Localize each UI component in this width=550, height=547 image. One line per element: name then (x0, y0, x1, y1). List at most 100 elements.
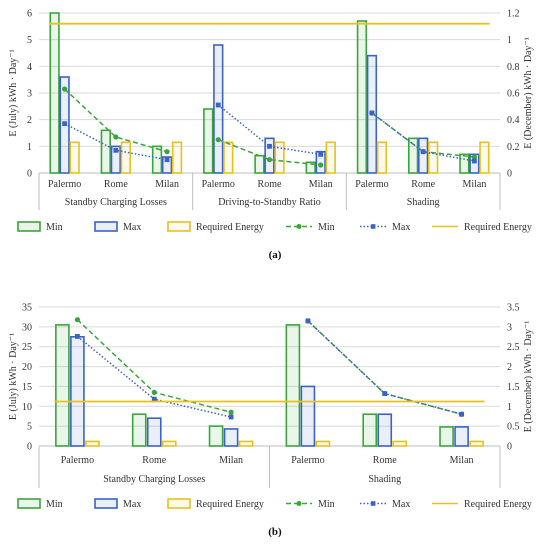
bar-max (377, 413, 393, 447)
point-min (164, 149, 170, 155)
point-min (266, 157, 273, 163)
bar-required-energy (120, 141, 132, 174)
y-right-tick-label: 2.5 (507, 342, 520, 353)
bar-min (131, 413, 147, 447)
chart-panel-0: 0 1 2 3 4 5 6 0 0.2 0.4 0.6 0.8 1 1.2 E (July) kWh · D… (8, 9, 534, 262)
category-label: Palermo (48, 179, 81, 190)
bar-max (146, 417, 162, 447)
y-right-tick-label: 0.4 (507, 115, 520, 126)
legend-marker (370, 224, 376, 229)
legend-label: Required Energy (464, 499, 532, 510)
y-left-tick-label: 3 (27, 89, 32, 100)
y-left-axis-title: E (July) kWh · Day⁻¹ (8, 49, 19, 136)
point-max (369, 110, 375, 116)
y-left-tick-label: 10 (22, 402, 32, 413)
legend-swatch (167, 221, 191, 232)
line-series-min (218, 138, 321, 166)
y-right-tick-label: 2 (507, 362, 512, 373)
category-label: Palermo (291, 455, 324, 466)
bar-required-energy (392, 440, 408, 447)
legend-swatch (17, 498, 41, 509)
panel-label: (b) (268, 526, 282, 538)
bar-min (151, 145, 163, 174)
category-label: Milan (155, 179, 179, 190)
y-left-tick-label: 20 (22, 362, 32, 373)
bar-max (110, 145, 121, 174)
y-right-tick-label: 3.5 (507, 303, 520, 314)
bar-max (300, 385, 316, 447)
bar-max (213, 44, 224, 174)
chart-panel-1: 0 5 10 15 20 25 30 35 0 0.5 1 1.5 2 2.5 3 3.5 E (July) k… (8, 303, 534, 539)
legend-label: Min (318, 222, 335, 233)
bar-min (285, 324, 301, 447)
bar-required-energy (69, 141, 80, 174)
group-label: Standby Charging Losses (103, 474, 205, 485)
bar-required-energy (161, 440, 177, 447)
legend-label: Min (46, 222, 63, 233)
legend-marker (296, 501, 302, 506)
bar-max (264, 137, 275, 174)
bar-min (208, 425, 224, 447)
legend: Min Max Required Energy Min Max Required Ener… (17, 498, 532, 510)
point-min (318, 162, 324, 168)
y-right-tick-label: 3 (507, 322, 512, 333)
legend-swatch (17, 221, 41, 232)
point-max (75, 333, 80, 339)
legend-label: Max (123, 499, 141, 510)
legend-label: Min (46, 499, 63, 510)
bar-max (161, 156, 173, 174)
line-series-max (76, 335, 232, 418)
y-right-tick-label: 0 (507, 169, 512, 180)
point-min (113, 134, 119, 140)
category-label: Palermo (202, 179, 235, 190)
group-label: Shading (368, 474, 401, 485)
category-label: Milan (462, 179, 486, 190)
legend-label: Min (318, 499, 335, 510)
point-min (151, 389, 157, 395)
line-series-max (217, 104, 321, 156)
bar-min (49, 12, 60, 174)
bar-min (362, 413, 378, 447)
line-series-max (307, 320, 462, 415)
y-right-axis-title: E (December) kWh · Day⁻¹ (523, 37, 534, 149)
point-max (382, 391, 388, 396)
bar-min (305, 161, 316, 174)
y-left-tick-label: 0 (27, 169, 32, 180)
point-max (113, 147, 119, 153)
y-left-tick-label: 15 (22, 382, 32, 393)
point-max (151, 396, 157, 402)
category-label: Palermo (61, 455, 94, 466)
point-max (471, 158, 477, 164)
y-left-tick-label: 30 (22, 322, 32, 333)
legend-label: Required Energy (464, 222, 532, 233)
y-left-tick-label: 35 (22, 303, 32, 314)
legend-swatch (94, 221, 118, 232)
y-left-tick-label: 0 (27, 442, 32, 453)
category-label: Rome (142, 455, 166, 466)
point-max (318, 151, 324, 157)
bar-required-energy (315, 440, 331, 447)
legend-swatch (167, 498, 191, 509)
y-left-tick-label: 6 (27, 9, 32, 20)
y-left-tick-label: 5 (27, 35, 32, 46)
bar-required-energy (428, 141, 439, 174)
y-left-tick-label: 4 (27, 62, 32, 73)
y-left-axis-title: E (July) kWh · Day⁻¹ (8, 333, 19, 420)
y-right-axis-title: E (December) kWh · Day⁻¹ (523, 321, 534, 433)
category-label: Rome (373, 455, 397, 466)
bar-required-energy (238, 440, 254, 447)
point-min (215, 137, 221, 143)
legend-label: Max (123, 222, 141, 233)
bar-required-energy (223, 141, 234, 174)
category-label: Rome (104, 179, 128, 190)
y-right-tick-label: 1.2 (507, 9, 520, 20)
point-max (459, 411, 464, 417)
group-label: Shading (407, 197, 440, 208)
point-max (420, 149, 426, 155)
point-max (215, 102, 221, 108)
bar-required-energy (171, 141, 183, 174)
y-right-tick-label: 0.6 (507, 89, 520, 100)
point-max (305, 318, 311, 324)
bar-required-energy (274, 141, 285, 174)
